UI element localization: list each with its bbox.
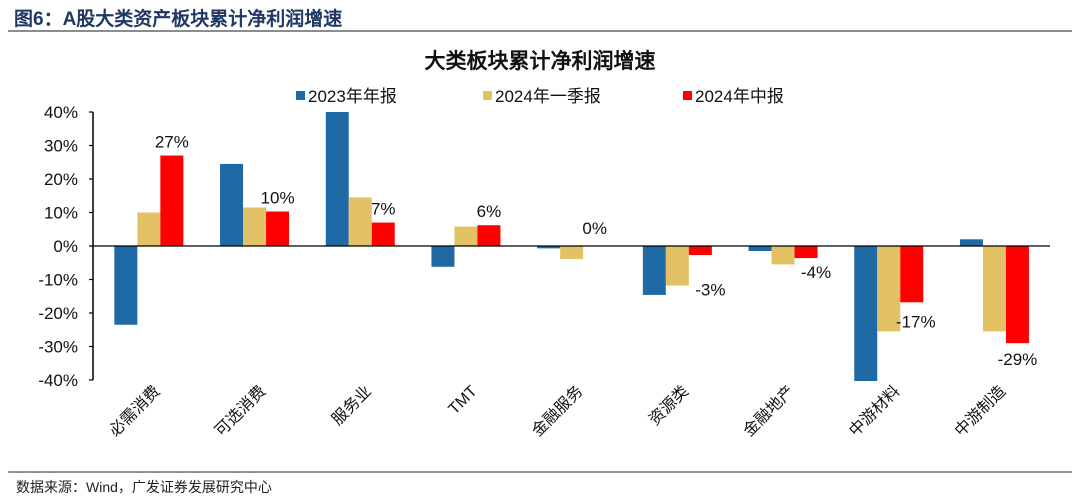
- bar-2: [454, 226, 478, 246]
- bar-2: [665, 246, 689, 286]
- bar-chart: 大类板块累计净利润增速 2023年年报 2024年一季报 2024年中报 40% 30% 2…: [38, 49, 1050, 440]
- figure-title: 图6：A股大类资产板块累计净利润增速: [14, 9, 343, 30]
- bar-2: [771, 246, 795, 265]
- legend-swatch: [296, 91, 305, 100]
- data-label: -3%: [695, 281, 725, 300]
- category-label: 中游材料: [846, 382, 904, 440]
- data-label: 7%: [371, 200, 396, 219]
- bar-1: [220, 163, 244, 246]
- category-label: 服务业: [328, 382, 375, 429]
- title-divider: [8, 30, 1072, 32]
- bar-3: [1005, 246, 1029, 344]
- y-tick-label: -20%: [38, 304, 78, 323]
- bar-1: [431, 246, 455, 267]
- y-tick-label: 0%: [53, 237, 78, 256]
- data-label: 10%: [261, 188, 295, 207]
- bar-1: [959, 239, 983, 246]
- bar-3: [266, 211, 290, 246]
- bar-3: [688, 246, 712, 256]
- data-label: -4%: [801, 263, 831, 282]
- source-note: 数据来源：Wind，广发证券发展研究中心: [16, 479, 272, 495]
- y-tick-label: -40%: [38, 371, 78, 390]
- data-label: 0%: [582, 219, 607, 238]
- bar-1: [325, 112, 349, 246]
- y-tick-label: 20%: [44, 170, 78, 189]
- legend-swatch: [483, 91, 492, 100]
- data-label: -29%: [998, 350, 1038, 369]
- y-tick-label: 40%: [44, 103, 78, 122]
- bar-2: [877, 246, 901, 332]
- legend-swatch: [683, 91, 692, 100]
- bar-3: [794, 246, 818, 259]
- data-label: -17%: [896, 312, 936, 331]
- category-label: 资源类: [645, 382, 692, 429]
- legend-label: 2023年年报: [308, 87, 397, 106]
- legend-label: 2024年中报: [695, 87, 784, 106]
- y-tick-label: 30%: [44, 137, 78, 156]
- footer-divider: [8, 471, 1072, 473]
- category-label: TMT: [446, 383, 481, 418]
- chart-title: 大类板块累计净利润增速: [425, 49, 656, 73]
- category-label: 金融服务: [528, 382, 586, 440]
- bar-2: [560, 246, 584, 260]
- legend-label: 2024年一季报: [495, 87, 601, 106]
- category-label: 必需消费: [106, 382, 164, 440]
- data-label: 27%: [155, 133, 189, 152]
- y-tick-label: -10%: [38, 271, 78, 290]
- bar-1: [642, 246, 666, 295]
- bar-1: [854, 246, 878, 382]
- bar-2: [137, 212, 161, 246]
- bar-3: [900, 246, 924, 303]
- bar-2: [982, 246, 1006, 332]
- bar-1: [537, 246, 561, 249]
- bar-3: [371, 222, 395, 246]
- category-label: 中游制造: [951, 382, 1009, 440]
- category-label: 可选消费: [211, 382, 269, 440]
- bar-3: [160, 155, 184, 246]
- bar-2: [348, 197, 372, 246]
- bar-3: [477, 225, 501, 246]
- y-tick-label: 10%: [44, 204, 78, 223]
- bar-1: [748, 246, 772, 252]
- y-tick-label: -30%: [38, 338, 78, 357]
- data-label: 6%: [477, 202, 502, 221]
- bar-1: [114, 246, 138, 325]
- bar-2: [243, 207, 267, 246]
- category-label: 金融地产: [740, 382, 798, 440]
